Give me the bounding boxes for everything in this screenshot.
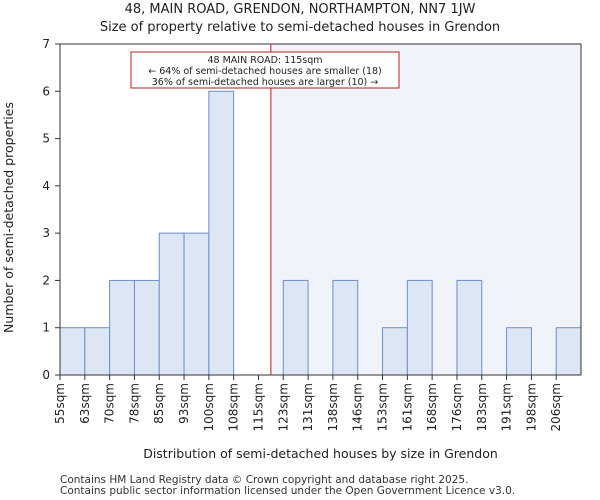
x-tick-label: 63sqm [78, 383, 92, 424]
y-tick-label: 3 [42, 226, 50, 240]
x-tick-label: 206sqm [549, 383, 563, 431]
y-tick-label: 7 [42, 37, 50, 51]
histogram-bar [282, 279, 309, 376]
histogram-bar [332, 279, 359, 376]
x-tick-label: 183sqm [475, 383, 489, 431]
histogram-bar [183, 232, 210, 376]
x-tick-label: 138sqm [326, 383, 340, 431]
histogram-bar [208, 90, 235, 376]
x-tick-label: 131sqm [301, 383, 315, 431]
x-tick-label: 93sqm [177, 383, 191, 424]
x-tick-label: 153sqm [376, 383, 390, 431]
annotation-text: 36% of semi-detached houses are larger (… [152, 77, 379, 88]
x-axis-label: Distribution of semi-detached houses by … [143, 446, 498, 461]
footer-licence: Contains public sector information licen… [60, 485, 516, 497]
histogram-bar [133, 279, 160, 376]
histogram-bar [555, 327, 582, 376]
y-tick-label: 1 [42, 321, 50, 335]
x-tick-label: 70sqm [103, 383, 117, 424]
x-tick-label: 85sqm [152, 383, 166, 424]
annotation-text: ← 64% of semi-detached houses are smalle… [148, 66, 382, 77]
x-tick-label: 108sqm [227, 383, 241, 431]
histogram-bar [158, 232, 185, 376]
annotation-box [130, 51, 400, 89]
x-tick-label: 78sqm [127, 383, 141, 424]
x-tick-label: 161sqm [400, 383, 414, 431]
x-tick-label: 176sqm [450, 383, 464, 431]
chart-subtitle: Size of property relative to semi-detach… [99, 20, 501, 35]
histogram-bar [59, 327, 86, 376]
footer-copyright: Contains HM Land Registry data © Crown c… [60, 474, 469, 486]
x-tick-label: 146sqm [351, 383, 365, 431]
x-tick-label: 168sqm [425, 383, 439, 431]
y-tick-label: 2 [42, 273, 50, 287]
y-axis-label: Number of semi-detached properties [1, 102, 16, 333]
x-tick-label: 123sqm [276, 383, 290, 431]
y-tick-label: 0 [42, 368, 50, 382]
x-tick-label: 191sqm [500, 383, 514, 431]
histogram-bar [406, 279, 433, 376]
histogram-bar [456, 279, 483, 376]
histogram-bar [506, 327, 532, 376]
x-tick-label: 115sqm [251, 383, 265, 431]
y-tick-label: 5 [42, 132, 50, 146]
histogram-bar [84, 327, 111, 376]
x-tick-label: 100sqm [202, 383, 216, 431]
y-tick-label: 6 [42, 84, 50, 98]
chart-title: 48, MAIN ROAD, GRENDON, NORTHAMPTON, NN7… [124, 2, 476, 17]
y-tick-label: 4 [42, 179, 50, 193]
annotation-text: 48 MAIN ROAD: 115sqm [207, 55, 322, 66]
x-tick-label: 198sqm [524, 383, 538, 431]
histogram-bar [382, 327, 408, 376]
x-tick-label: 55sqm [53, 383, 67, 424]
histogram-bar [109, 279, 135, 376]
